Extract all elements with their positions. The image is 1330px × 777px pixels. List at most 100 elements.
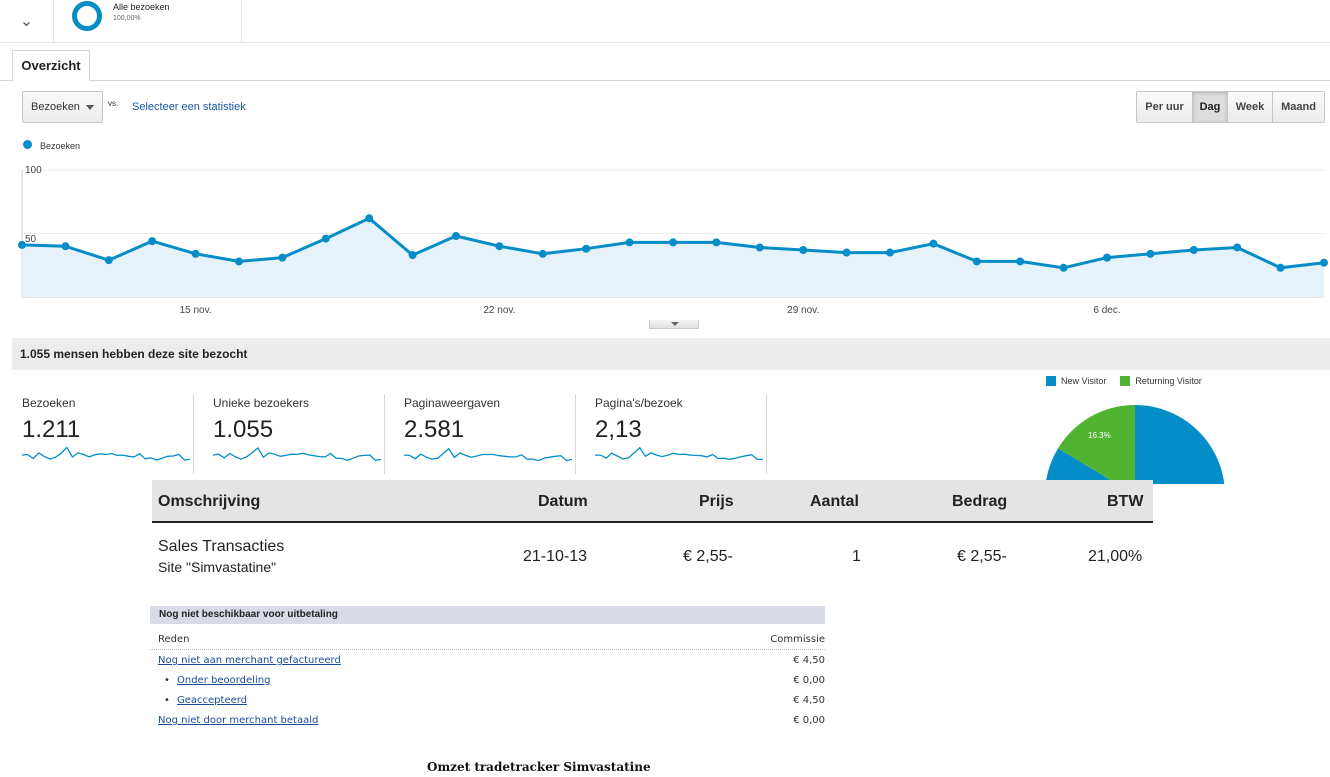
pie-slice-returning-visitor[interactable] [1058,405,1135,484]
scorecard-paginas-per-bezoek[interactable]: Pagina's/bezoek 2,13 [585,394,767,474]
bullet-icon: • [164,695,170,706]
scorecard-value: 2,13 [595,416,642,443]
data-point[interactable] [886,248,894,257]
legend-returning-visitor[interactable]: Returning Visitor [1120,376,1202,386]
data-point[interactable] [104,256,113,265]
scorecard-paginaweergaven[interactable]: Paginaweergaven 2.581 [394,394,576,474]
vs-label: vs. [108,99,119,108]
tab-overzicht[interactable]: Overzicht [12,50,90,81]
data-point[interactable] [18,240,26,249]
data-point[interactable] [1320,258,1328,267]
commission-row: • Geaccepteerd € 4,50 [150,695,825,711]
data-point[interactable] [799,246,808,255]
row-prijs: € 2,55- [683,548,733,565]
data-point[interactable] [408,251,417,260]
data-point[interactable] [1276,263,1285,272]
scorecard-unieke-bezoekers[interactable]: Unieke bezoekers 1.055 [203,394,385,474]
data-point[interactable] [1103,253,1111,262]
col-commissie: Commissie [770,634,825,645]
data-point[interactable] [972,257,981,266]
row-link[interactable]: Nog niet door merchant betaald [158,715,319,726]
data-point[interactable] [929,239,938,248]
caption: Omzet tradetracker Simvastatine [427,760,651,774]
segment-donut-icon [72,1,102,31]
sparkline [404,447,573,462]
maand-button[interactable]: Maand [1273,92,1324,122]
commission-row: Nog niet aan merchant gefactureerd € 4,5… [150,655,825,671]
per-uur-button[interactable]: Per uur [1137,92,1193,122]
data-point[interactable] [1233,243,1242,252]
data-point[interactable] [582,244,591,253]
commission-row: Nog niet door merchant betaald € 0,00 [150,715,825,731]
scorecard-label: Pagina's/bezoek [595,396,683,410]
sparkline [22,446,191,461]
data-point[interactable] [452,232,460,241]
row-bedrag: € 2,55- [957,548,1007,565]
data-point[interactable] [365,214,374,223]
data-point[interactable] [235,257,243,266]
dag-button[interactable]: Dag [1193,92,1228,122]
row-description: Sales Transacties [158,538,285,555]
select-statistic-link[interactable]: Selecteer een statistiek [132,101,246,113]
data-point[interactable] [669,238,677,247]
bullet-icon: • [164,675,170,686]
y-tick-label: 100 [25,165,42,176]
data-point[interactable] [1016,257,1025,266]
pie-slice-new-visitor[interactable] [1045,405,1225,484]
segment-bar: ⌄ Alle bezoeken 100,00% [0,0,1330,43]
data-point[interactable] [321,234,330,243]
header-omschrijving: Omschrijving [158,493,261,510]
data-point[interactable] [1059,263,1068,272]
x-tick-label: 6 dec. [1093,305,1120,316]
x-tick-label: 22 nov. [483,305,515,316]
invoice-header-row: Omschrijving Datum Prijs Aantal Bedrag B… [152,480,1153,523]
chart-expander-button[interactable] [649,320,699,329]
header-bedrag: Bedrag [952,493,1008,510]
data-point[interactable] [61,242,70,251]
scorecard-label: Unieke bezoekers [213,396,310,410]
segment-name: Alle bezoeken [113,2,170,12]
data-point[interactable] [191,249,200,258]
data-point[interactable] [148,237,157,246]
swatch-icon [1046,376,1056,386]
legend-dot-icon [23,140,32,149]
scorecard-bezoeken[interactable]: Bezoeken 1.211 [12,394,194,474]
summary-header: 1.055 mensen hebben deze site bezocht [12,338,1330,370]
week-button[interactable]: Week [1228,92,1273,122]
data-point[interactable] [278,253,287,262]
swatch-icon [1120,376,1131,386]
header-datum: Datum [538,493,588,510]
data-point[interactable] [712,238,721,247]
data-point[interactable] [625,238,634,247]
commission-row: • Onder beoordeling € 0,00 [150,675,825,691]
data-point[interactable] [755,243,764,252]
legend-label: Returning Visitor [1135,376,1202,386]
pie-slice-label: 16.3% [1088,431,1111,440]
tab-divider [0,80,1330,81]
scorecard-value: 1.211 [22,416,81,443]
header-prijs: Prijs [699,493,734,510]
data-point[interactable] [495,242,504,251]
scorecard-value: 2.581 [404,416,465,443]
x-tick-label: 29 nov. [787,305,819,316]
data-point[interactable] [538,249,547,258]
chevron-down-icon[interactable]: ⌄ [0,0,54,42]
pie-legend: New Visitor Returning Visitor [1046,376,1202,386]
row-link[interactable]: Onder beoordeling [177,675,271,686]
row-link[interactable]: Nog niet aan merchant gefactureerd [158,655,341,666]
metric-select[interactable]: Bezoeken [22,91,103,123]
row-aantal: 1 [852,548,861,565]
segment-item[interactable]: Alle bezoeken 100,00% [54,0,242,42]
metric-select-label: Bezoeken [31,101,80,113]
row-link[interactable]: Geaccepteerd [177,695,248,706]
caret-down-icon [86,105,94,110]
data-point[interactable] [1146,249,1155,258]
header-btw: BTW [1107,493,1144,510]
data-point[interactable] [842,248,851,257]
scorecard-label: Paginaweergaven [404,396,501,410]
row-amount: € 4,50 [793,695,825,706]
commission-columns: Reden Commissie [150,630,825,650]
row-amount: € 4,50 [793,655,825,666]
legend-new-visitor[interactable]: New Visitor [1046,376,1106,386]
data-point[interactable] [1189,246,1198,255]
